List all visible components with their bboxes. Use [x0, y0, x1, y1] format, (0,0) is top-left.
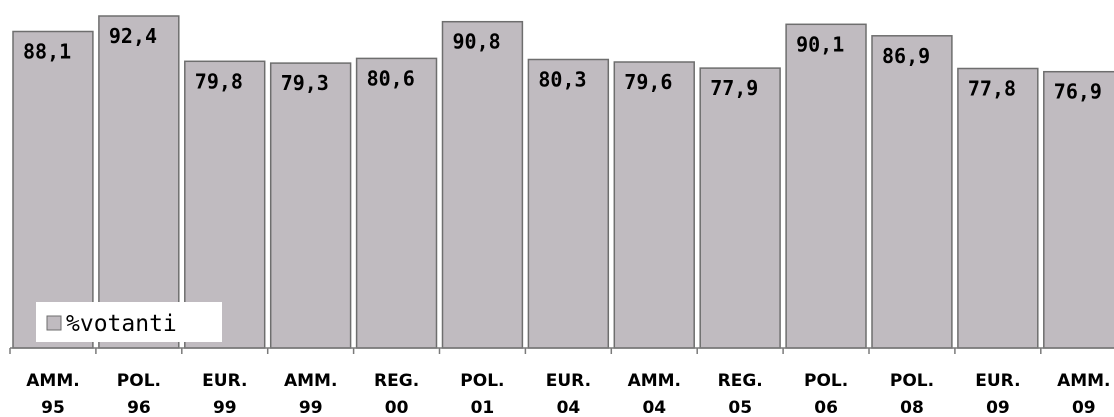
legend-box: [36, 302, 222, 342]
x-tick-label-12-1: 09: [1072, 398, 1096, 417]
bar-4: [355, 57, 438, 349]
legend-swatch: [46, 315, 62, 331]
x-ticks: [9, 348, 1042, 354]
bar-2: [184, 60, 266, 349]
bars: [12, 15, 1114, 349]
value-label-0: 88,1: [23, 40, 71, 64]
value-label-11: 77,8: [968, 77, 1016, 101]
x-tick-label-11-0: EUR.: [975, 371, 1020, 391]
bar-6: [527, 58, 610, 349]
bar-12: [1043, 70, 1114, 349]
x-tick-label-4-0: REG.: [374, 371, 419, 391]
x-tick-label-10-0: POL.: [890, 371, 934, 391]
bar-5: [441, 20, 524, 349]
value-label-2: 79,8: [195, 69, 243, 93]
x-tick-label-7-0: AMM.: [628, 371, 681, 391]
x-tick-label-12-0: AMM.: [1057, 371, 1110, 391]
x-tick-labels: AMM. 95 POL. 96 EUR. 99 AMM. 99 REG. 00 POL. 01 EUR.…: [26, 371, 1110, 417]
x-tick-label-3-1: 99: [299, 398, 323, 417]
bar-3: [269, 62, 352, 349]
value-label-9: 90,1: [796, 32, 844, 56]
value-label-4: 80,6: [367, 66, 415, 90]
x-tick-label-5-0: POL.: [460, 371, 504, 391]
legend: %votanti: [36, 302, 222, 342]
value-label-3: 79,3: [281, 71, 329, 95]
x-tick-label-6-0: EUR.: [546, 371, 591, 391]
bar-11: [957, 67, 1039, 349]
value-label-10: 86,9: [882, 44, 930, 68]
bar-1: [98, 15, 180, 349]
value-label-5: 90,8: [453, 30, 501, 54]
x-tick-label-3-0: AMM.: [284, 371, 337, 391]
value-labels: 88,1 92,4 79,8 79,3 80,6 90,8 80,3 79,6 77,9 90,1…: [23, 24, 1102, 104]
x-tick-label-9-1: 06: [814, 398, 838, 417]
x-tick-label-2-0: EUR.: [202, 371, 247, 391]
x-tick-label-11-1: 09: [986, 398, 1010, 417]
x-tick-label-5-1: 01: [471, 398, 495, 417]
bar-8: [699, 67, 781, 349]
x-tick-label-6-1: 04: [557, 398, 581, 417]
bar-7: [613, 61, 695, 349]
x-tick-label-1-0: POL.: [117, 371, 161, 391]
x-tick-label-9-0: POL.: [804, 371, 848, 391]
x-tick-label-4-1: 00: [385, 398, 409, 417]
x-tick-label-0-0: AMM.: [26, 371, 79, 391]
value-label-6: 80,3: [538, 68, 586, 92]
value-label-12: 76,9: [1054, 80, 1102, 104]
bar-0: [12, 30, 94, 349]
x-tick-label-1-1: 96: [127, 398, 151, 417]
bar-9: [785, 23, 867, 349]
legend-label: %votanti: [66, 311, 177, 337]
value-label-7: 79,6: [624, 70, 672, 94]
x-tick-label-8-1: 05: [728, 398, 752, 417]
x-tick-label-2-1: 99: [213, 398, 237, 417]
x-tick-label-8-0: REG.: [718, 371, 763, 391]
value-label-1: 92,4: [109, 24, 157, 48]
x-tick-label-10-1: 08: [900, 398, 924, 417]
x-tick-label-0-1: 95: [41, 398, 65, 417]
value-label-8: 77,9: [710, 76, 758, 100]
bar-10: [871, 35, 953, 349]
x-tick-label-7-1: 04: [642, 398, 666, 417]
